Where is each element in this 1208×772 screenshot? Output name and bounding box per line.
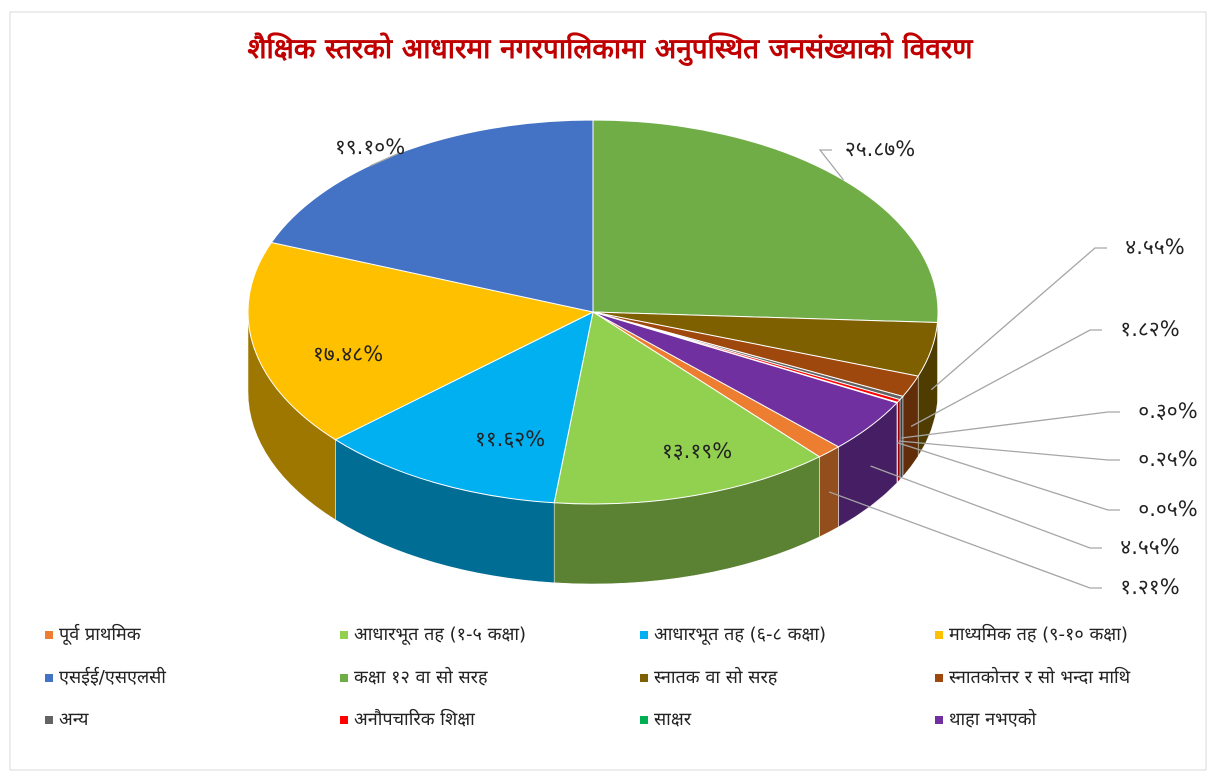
legend-swatch: [340, 631, 348, 639]
data-label: ०.२५%: [1138, 447, 1197, 471]
legend-swatch: [935, 716, 943, 724]
leader-line: [870, 465, 1102, 549]
legend-label: थाहा नभएको: [949, 708, 1037, 730]
chart-title: शैक्षिक स्तरको आधारमा नगरपालिकामा अनुपस्…: [247, 32, 974, 66]
legend-swatch: [45, 716, 53, 724]
data-label: २५.८७%: [845, 137, 915, 161]
legend-label: स्नातक वा सो सरह: [654, 666, 778, 688]
pie-slice: [592, 311, 898, 448]
data-label: ४.५५%: [1125, 235, 1184, 259]
leader-line: [897, 441, 1120, 511]
legend-label: कक्षा १२ वा सो सरह: [354, 666, 488, 688]
pie-slice: [334, 311, 594, 504]
data-label: ०.३०%: [1138, 399, 1197, 423]
legend-swatch: [45, 631, 53, 639]
pie-slice: [553, 311, 821, 505]
pie-slice: [270, 119, 594, 313]
leader-line: [828, 491, 1102, 589]
legend-swatch: [45, 674, 53, 682]
legend-swatch: [935, 631, 943, 639]
data-label: १३.१९%: [662, 439, 732, 463]
data-label: १७.४८%: [313, 342, 383, 366]
legend-swatch: [935, 674, 943, 682]
data-label: १९.१०%: [335, 135, 405, 159]
legend-label: साक्षर: [654, 709, 692, 730]
data-label: ४.५५%: [1120, 535, 1179, 559]
legend-swatch: [340, 716, 348, 724]
legend-label: अनौपचारिक शिक्षा: [354, 708, 475, 730]
legend-label: आधारभूत तह (६-८ कक्षा): [654, 624, 826, 645]
pie-side: [819, 446, 839, 538]
legend-label: एसईई/एसएलसी: [59, 666, 166, 688]
leader-line: [930, 247, 1107, 391]
legend-swatch: [640, 674, 648, 682]
pie-slice: [247, 241, 595, 441]
legend-label: अन्य: [59, 709, 89, 730]
data-label: १.८२%: [1120, 317, 1179, 341]
leader-line: [369, 152, 399, 167]
legend-label: माध्यमिक तह (९-१० कक्षा): [949, 623, 1128, 645]
leader-line: [898, 440, 1120, 461]
legend-label: आधारभूत तह (१-५ कक्षा): [354, 624, 526, 645]
legend-label: स्नातकोत्तर र सो भन्दा माथि: [949, 666, 1131, 688]
legend-label: पूर्व प्राथमिक: [59, 623, 142, 645]
leader-line: [818, 149, 845, 181]
data-label: ११.६२%: [475, 427, 545, 451]
data-label: १.२१%: [1120, 575, 1179, 599]
leader-line: [910, 329, 1102, 427]
legend-swatch: [640, 716, 648, 724]
legend-swatch: [640, 631, 648, 639]
leader-line: [901, 411, 1120, 439]
data-label: ०.०५%: [1138, 497, 1197, 521]
legend-swatch: [340, 674, 348, 682]
